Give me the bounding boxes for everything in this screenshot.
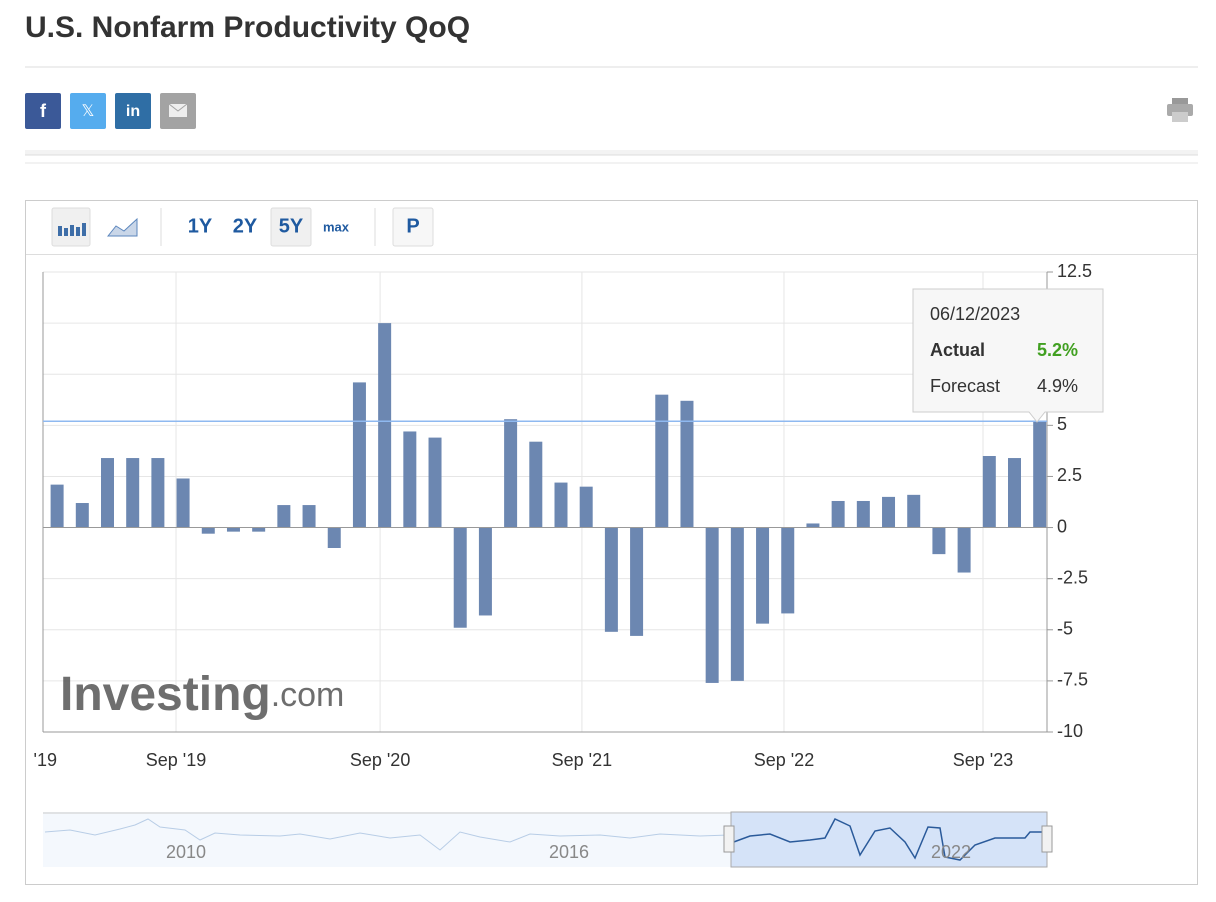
bar bbox=[176, 478, 190, 528]
shadow bbox=[25, 150, 1198, 155]
navigator-label: 2010 bbox=[166, 842, 206, 862]
watermark-suffix: .com bbox=[271, 676, 345, 714]
bar bbox=[151, 458, 165, 528]
bar bbox=[50, 484, 64, 528]
p-button[interactable] bbox=[392, 207, 434, 247]
bar bbox=[504, 419, 518, 528]
navigator-line-selected bbox=[730, 818, 1045, 861]
x-tick-label: Sep '19 bbox=[146, 750, 207, 770]
y-tick-label: 5 bbox=[1057, 414, 1067, 434]
x-icon: 𝕏 bbox=[82, 103, 95, 120]
navigator-selection bbox=[730, 811, 1048, 868]
range-button[interactable]: 1Y bbox=[188, 215, 213, 237]
bar bbox=[882, 496, 896, 528]
print-button[interactable] bbox=[1167, 98, 1193, 122]
bar bbox=[982, 456, 996, 528]
bar bbox=[352, 382, 366, 528]
share-bar: f 𝕏 in bbox=[25, 93, 1193, 129]
bar bbox=[529, 441, 543, 528]
y-tick-label: -10 bbox=[1057, 721, 1083, 741]
bar bbox=[302, 505, 316, 528]
y-tick-label: -2.5 bbox=[1057, 567, 1088, 587]
bar bbox=[378, 323, 392, 528]
bar bbox=[604, 527, 618, 632]
facebook-button[interactable] bbox=[25, 93, 61, 129]
navigator-handle[interactable] bbox=[1041, 825, 1053, 853]
bar bbox=[252, 527, 266, 532]
tooltip-date: 06/12/2023 bbox=[930, 304, 1020, 324]
bar bbox=[428, 437, 442, 528]
range-selected bbox=[270, 207, 312, 247]
bar bbox=[453, 527, 467, 628]
bar bbox=[75, 503, 89, 528]
facebook-icon: f bbox=[40, 101, 47, 121]
y-tick-label: -7.5 bbox=[1057, 670, 1088, 690]
linkedin-button[interactable] bbox=[115, 93, 151, 129]
navigator-line bbox=[44, 818, 730, 851]
navigator-handle[interactable] bbox=[723, 825, 735, 853]
bar bbox=[630, 527, 644, 636]
y-tick-label: 0 bbox=[1057, 516, 1067, 536]
bar bbox=[781, 527, 795, 614]
bar bbox=[680, 400, 694, 528]
tooltip-value: 4.9% bbox=[1037, 376, 1078, 396]
x-tick-label: '19 bbox=[34, 750, 57, 770]
bar bbox=[705, 527, 719, 683]
x-button[interactable] bbox=[70, 93, 106, 129]
mail-icon-flap bbox=[168, 103, 188, 112]
toolbar: 1Y 2Y 5Y max P bbox=[51, 207, 434, 247]
watermark: Investing.com bbox=[60, 668, 344, 721]
tooltip-label: Actual bbox=[930, 340, 985, 360]
bar bbox=[403, 431, 417, 528]
bar-icon bbox=[58, 223, 86, 236]
navigator: 2010 2016 2022 bbox=[43, 811, 1053, 868]
y-tick-label: -5 bbox=[1057, 619, 1073, 639]
bar bbox=[756, 527, 770, 624]
x-tick-label: Sep '21 bbox=[552, 750, 613, 770]
navigator-label: 2016 bbox=[549, 842, 589, 862]
range-button[interactable]: 2Y bbox=[233, 215, 258, 237]
linkedin-icon: in bbox=[126, 103, 140, 120]
x-tick-label: Sep '22 bbox=[754, 750, 815, 770]
bar bbox=[655, 394, 669, 528]
bar bbox=[1007, 458, 1021, 528]
bar bbox=[957, 527, 971, 573]
page-title: U.S. Nonfarm Productivity QoQ bbox=[25, 11, 470, 44]
bar bbox=[201, 527, 215, 534]
range-button[interactable]: max bbox=[323, 219, 350, 234]
y-tick-label: 2.5 bbox=[1057, 465, 1082, 485]
print-icon bbox=[1172, 98, 1188, 106]
navigator-label: 2022 bbox=[931, 842, 971, 862]
tooltip-value: 5.2% bbox=[1037, 340, 1078, 360]
tooltip-label: Forecast bbox=[930, 376, 1000, 396]
bar bbox=[806, 523, 820, 528]
bar bbox=[730, 527, 744, 681]
bar bbox=[100, 458, 114, 528]
bar bbox=[579, 486, 593, 528]
bar bbox=[907, 494, 921, 528]
bar bbox=[226, 527, 240, 532]
area-chart-button[interactable] bbox=[106, 217, 138, 237]
tooltip-box bbox=[912, 288, 1104, 423]
x-tick-label: Sep '23 bbox=[953, 750, 1014, 770]
range-button[interactable]: 5Y bbox=[279, 215, 304, 237]
bar bbox=[856, 500, 870, 528]
bar bbox=[831, 500, 845, 528]
bar bbox=[1033, 421, 1047, 528]
p-button-label: P bbox=[406, 215, 419, 237]
bar bbox=[932, 527, 946, 555]
bar bbox=[478, 527, 492, 616]
bar bbox=[126, 458, 140, 528]
bar bbox=[327, 527, 341, 548]
bar bbox=[554, 482, 568, 528]
x-tick-label: Sep '20 bbox=[350, 750, 411, 770]
watermark-brand: Investing bbox=[60, 668, 271, 721]
bar bbox=[277, 505, 291, 528]
print-icon bbox=[1172, 112, 1188, 122]
y-tick-label: 12.5 bbox=[1057, 261, 1092, 281]
